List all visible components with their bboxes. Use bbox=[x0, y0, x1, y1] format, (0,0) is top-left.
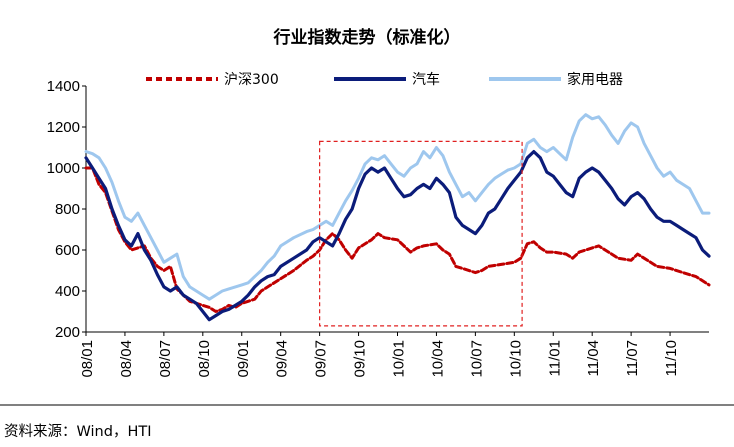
legend-label-0: 沪深300 bbox=[224, 72, 279, 88]
source-note: 资料来源：Wind，HTI bbox=[4, 423, 151, 440]
legend-label-1: 汽车 bbox=[412, 71, 440, 88]
x-tick-label: 09/04 bbox=[274, 340, 291, 378]
highlight-box bbox=[319, 140, 523, 327]
y-tick-label: 1400 bbox=[47, 78, 80, 95]
chart-title: 行业指数走势（标准化） bbox=[273, 27, 461, 48]
y-tick-label: 1200 bbox=[47, 119, 80, 136]
x-tick-label: 09/10 bbox=[352, 340, 369, 378]
x-tick-label: 10/01 bbox=[391, 340, 408, 378]
x-tick-label: 08/01 bbox=[79, 340, 96, 378]
series-line-0 bbox=[84, 166, 711, 313]
x-tick-label: 11/01 bbox=[546, 340, 563, 376]
y-tick-label: 600 bbox=[55, 242, 80, 259]
x-tick-label: 08/07 bbox=[157, 340, 174, 378]
x-tick-label: 11/10 bbox=[663, 340, 680, 376]
x-tick-label: 08/04 bbox=[118, 340, 135, 378]
x-tick-label: 10/07 bbox=[468, 340, 485, 378]
x-tick-label: 11/04 bbox=[585, 340, 602, 376]
y-tick-label: 800 bbox=[55, 201, 80, 218]
x-tick-label: 11/07 bbox=[624, 340, 641, 376]
x-tick-label: 09/07 bbox=[313, 340, 330, 378]
x-tick-label: 09/01 bbox=[235, 340, 252, 378]
y-tick-label: 200 bbox=[55, 324, 80, 341]
x-tick-label: 08/10 bbox=[196, 340, 213, 378]
series-line-2 bbox=[84, 113, 711, 301]
y-tick-label: 400 bbox=[55, 283, 80, 300]
x-tick-label: 10/10 bbox=[507, 340, 524, 378]
y-tick-label: 1000 bbox=[47, 160, 80, 177]
legend-label-2: 家用电器 bbox=[567, 71, 623, 88]
x-tick-label: 10/04 bbox=[429, 340, 446, 378]
series-line-1 bbox=[84, 150, 711, 322]
